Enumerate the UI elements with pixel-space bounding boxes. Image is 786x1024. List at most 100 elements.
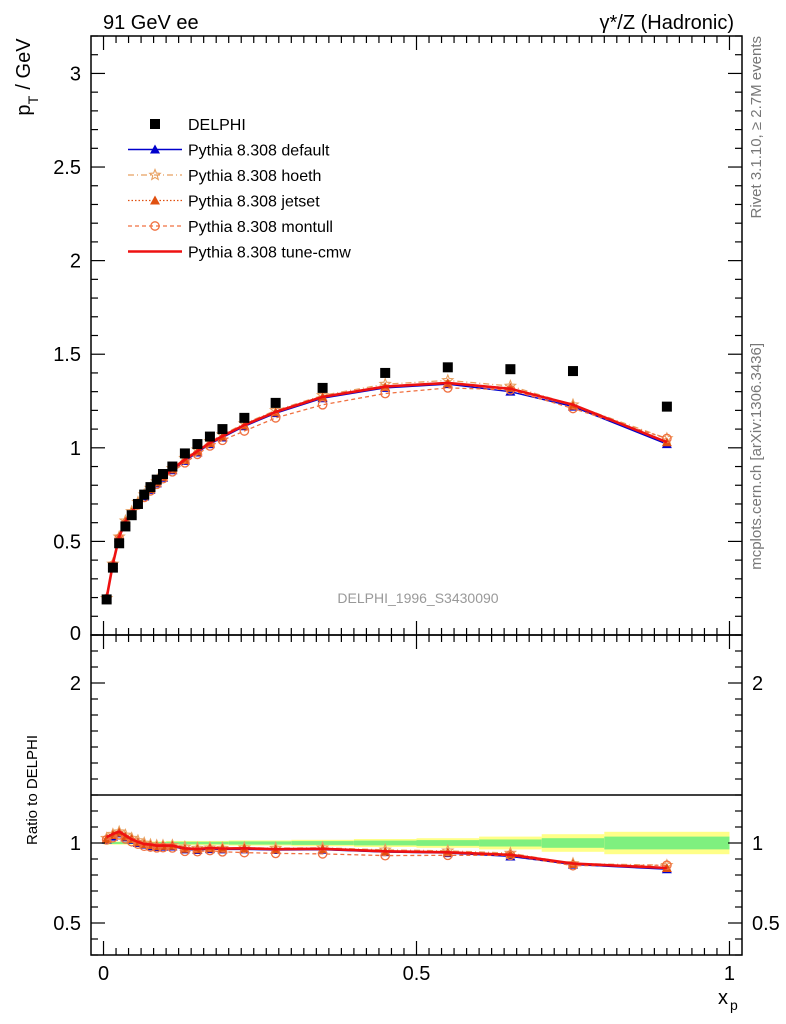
data-point bbox=[151, 474, 162, 485]
ratio-line-tune_cmw bbox=[106, 830, 667, 870]
ylabel-bottom: Ratio to DELPHI bbox=[24, 735, 41, 845]
ratio-y-tick-label: 1 bbox=[70, 833, 81, 855]
data-point bbox=[167, 461, 178, 472]
data-point bbox=[661, 401, 672, 412]
x-tick-label: 1 bbox=[724, 963, 735, 985]
ratio-y-tick-label: 2 bbox=[70, 673, 81, 695]
ratio-line-montull bbox=[106, 834, 667, 867]
legend-marker-default bbox=[150, 144, 160, 154]
data-point bbox=[317, 382, 328, 393]
line-jetset bbox=[105, 382, 668, 599]
y-tick-label: 2 bbox=[70, 251, 81, 273]
data-point bbox=[217, 424, 228, 435]
line-montull bbox=[105, 387, 668, 599]
point-montull bbox=[662, 433, 672, 444]
line-tune_cmw bbox=[105, 381, 668, 599]
y-tick-label-zero: 0 bbox=[70, 623, 81, 645]
legend-marker-hoeth bbox=[148, 168, 162, 181]
ratio-point-montull bbox=[101, 834, 112, 845]
rivet-label: Rivet 3.1.10, ≥ 2.7M events bbox=[748, 36, 765, 219]
legend-label-jetset: Pythia 8.308 jetset bbox=[188, 194, 320, 211]
ylabel-top-p: p bbox=[13, 104, 35, 115]
data-point bbox=[179, 448, 190, 459]
band-green bbox=[416, 840, 480, 846]
data-point bbox=[380, 367, 391, 378]
point-montull bbox=[270, 413, 281, 423]
ylabel-top-sub: T bbox=[25, 95, 41, 104]
mcplots-label: mcplots.cern.ch [arXiv:1306.3436] bbox=[748, 343, 765, 570]
data-point bbox=[239, 412, 250, 423]
data-point bbox=[126, 510, 137, 521]
ratio-y-tick-label: 0.5 bbox=[53, 913, 81, 935]
ratio-y-tick-label-right: 2 bbox=[752, 673, 763, 695]
ratio-point-montull bbox=[192, 846, 203, 857]
legend-entry-jetset: Pythia 8.308 jetset bbox=[128, 194, 320, 211]
data-point bbox=[101, 594, 112, 605]
point-montull bbox=[239, 426, 250, 436]
band-green bbox=[228, 841, 292, 845]
watermark: DELPHI_1996_S3430090 bbox=[337, 590, 498, 606]
axis-ticks bbox=[91, 35, 742, 956]
data-point bbox=[132, 498, 143, 509]
data-point bbox=[139, 489, 150, 500]
legend-marker-jetset bbox=[150, 195, 160, 205]
ratio-y-tick-label-right: 0.5 bbox=[752, 913, 780, 935]
line-default bbox=[105, 383, 668, 599]
band-green bbox=[479, 839, 542, 847]
ratio-point-montull bbox=[151, 842, 162, 853]
xlabel: x p bbox=[718, 987, 738, 1013]
y-tick-label: 1 bbox=[70, 438, 81, 460]
legend-marker-data bbox=[150, 119, 160, 129]
tick-labels: 0.5 1 1.5 2 2.5 3 0 0.5 0.5 1 1 2 2 0 0.5 1 bbox=[53, 63, 780, 985]
ratio-point-montull bbox=[158, 842, 168, 853]
y-tick-label: 3 bbox=[70, 63, 81, 85]
ratio-point-montull bbox=[145, 842, 156, 852]
legend-entry-hoeth: Pythia 8.308 hoeth bbox=[128, 168, 321, 185]
data-point bbox=[204, 431, 215, 442]
ylabel-top: p T / GeV bbox=[13, 38, 41, 116]
ratio-point-montull bbox=[139, 841, 150, 852]
legend-label-hoeth: Pythia 8.308 hoeth bbox=[188, 168, 321, 185]
data-point bbox=[145, 482, 156, 493]
legend-label-montull: Pythia 8.308 montull bbox=[188, 219, 333, 236]
data-point bbox=[120, 521, 131, 532]
y-tick-label: 0.5 bbox=[53, 531, 81, 553]
legend-entry-tune_cmw: Pythia 8.308 tune-cmw bbox=[128, 245, 351, 262]
ratio-y-tick-label-right: 1 bbox=[752, 833, 763, 855]
data-point bbox=[567, 366, 578, 377]
xlabel-x: x bbox=[718, 987, 728, 1009]
legend-label-data: DELPHI bbox=[188, 117, 246, 134]
data-point bbox=[192, 439, 203, 450]
data-point bbox=[442, 362, 453, 373]
band-green bbox=[604, 836, 730, 850]
data-point bbox=[270, 397, 281, 408]
legend-marker-montull bbox=[150, 221, 160, 231]
ylabel-top-unit: / GeV bbox=[13, 38, 35, 90]
point-montull bbox=[380, 388, 391, 399]
header-right: γ*/Z (Hadronic) bbox=[600, 12, 734, 34]
legend-entry-data: DELPHI bbox=[150, 117, 246, 134]
ratio-series bbox=[99, 824, 674, 874]
point-montull bbox=[317, 399, 328, 410]
data-point bbox=[114, 538, 125, 549]
band-green bbox=[541, 838, 605, 848]
legend: DELPHI Pythia 8.308 default Pythia 8.308 h… bbox=[128, 117, 351, 262]
y-tick-label: 1.5 bbox=[53, 344, 81, 366]
y-tick-label: 2.5 bbox=[53, 157, 81, 179]
data-point bbox=[107, 562, 118, 573]
ratio-point-montull bbox=[205, 845, 215, 856]
ratio-point-montull bbox=[167, 843, 178, 853]
line-hoeth bbox=[105, 379, 668, 599]
data-point bbox=[157, 469, 168, 480]
ratio-point-montull bbox=[568, 860, 578, 871]
legend-label-default: Pythia 8.308 default bbox=[188, 143, 330, 160]
legend-entry-default: Pythia 8.308 default bbox=[128, 143, 330, 160]
header-left: 91 GeV ee bbox=[103, 12, 199, 34]
x-tick-label: 0 bbox=[98, 963, 109, 985]
legend-entry-montull: Pythia 8.308 montull bbox=[128, 219, 333, 236]
top-series bbox=[99, 362, 674, 605]
legend-label-tune_cmw: Pythia 8.308 tune-cmw bbox=[188, 245, 351, 262]
data-point bbox=[505, 364, 516, 375]
xlabel-sub: p bbox=[730, 997, 738, 1013]
